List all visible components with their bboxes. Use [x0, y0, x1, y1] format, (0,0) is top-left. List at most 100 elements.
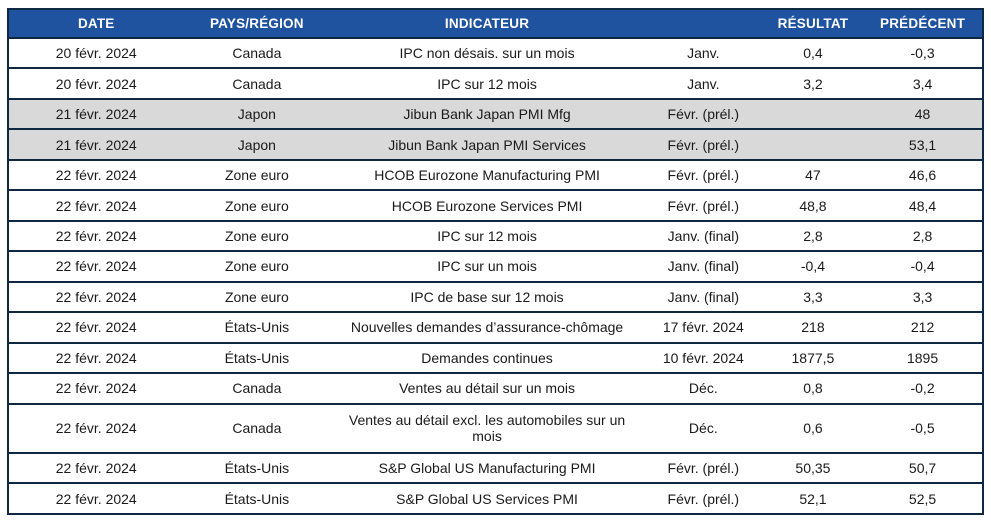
cell-previous: 53,1	[863, 128, 983, 160]
cell-region: Canada	[183, 372, 331, 404]
cell-indicator: S&P Global US Services PMI	[330, 482, 644, 514]
cell-date: 20 févr. 2024	[8, 67, 184, 99]
cell-region: États-Unis	[183, 482, 331, 514]
cell-period: 17 févr. 2024	[643, 311, 763, 343]
table-row: 22 févr. 2024 Canada Ventes au détail sur …	[8, 372, 983, 404]
cell-result: 3,2	[762, 67, 864, 99]
table-row: 21 févr. 2024 Japon Jibun Bank Japan PMI S…	[8, 128, 983, 160]
cell-period: Févr. (prél.)	[643, 189, 763, 221]
cell-region: Zone euro	[183, 219, 331, 252]
cell-period: 10 févr. 2024	[643, 341, 763, 374]
table-row: 22 févr. 2024 Canada Ventes au détail excl…	[8, 402, 983, 453]
cell-indicator: S&P Global US Manufacturing PMI	[330, 451, 644, 484]
cell-previous: 52,5	[863, 482, 983, 514]
cell-period: Févr. (prél.)	[643, 128, 763, 160]
cell-previous: -0,3	[863, 36, 983, 69]
cell-indicator: Jibun Bank Japan PMI Services	[330, 128, 644, 160]
cell-indicator: Ventes au détail excl. les automobiles s…	[330, 402, 644, 453]
table-row: 22 févr. 2024 États-Unis S&P Global US Man…	[8, 451, 983, 484]
cell-period: Févr. (prél.)	[643, 482, 763, 514]
cell-period: Janv.	[643, 67, 763, 99]
cell-indicator: IPC sur un mois	[330, 250, 644, 282]
cell-result: 0,4	[762, 36, 864, 69]
cell-period: Janv. (final)	[643, 219, 763, 252]
cell-date: 20 févr. 2024	[8, 36, 184, 69]
cell-indicator: HCOB Eurozone Manufacturing PMI	[330, 158, 644, 191]
cell-region: Canada	[183, 36, 331, 69]
cell-indicator: IPC sur 12 mois	[330, 67, 644, 99]
cell-result: 48,8	[762, 189, 864, 221]
cell-region: États-Unis	[183, 311, 331, 343]
cell-region: Canada	[183, 67, 331, 99]
cell-previous: 3,3	[863, 280, 983, 313]
cell-region: Japon	[183, 97, 331, 130]
cell-previous: -0,2	[863, 372, 983, 404]
cell-date: 22 févr. 2024	[8, 341, 184, 374]
cell-period: Janv. (final)	[643, 250, 763, 282]
cell-result: 47	[762, 158, 864, 191]
cell-indicator: IPC non désais. sur un mois	[330, 36, 644, 69]
cell-period: Févr. (prél.)	[643, 158, 763, 191]
cell-previous: 1895	[863, 341, 983, 374]
column-header-previous: PRÉDÉCENT	[863, 9, 983, 39]
cell-region: Canada	[183, 402, 331, 453]
cell-date: 22 févr. 2024	[8, 451, 184, 484]
cell-region: Zone euro	[183, 189, 331, 221]
cell-indicator: IPC sur 12 mois	[330, 219, 644, 252]
cell-date: 21 févr. 2024	[8, 97, 184, 130]
cell-region: Zone euro	[183, 250, 331, 282]
table-row: 22 févr. 2024 États-Unis Demandes continue…	[8, 341, 983, 374]
cell-previous: -0,4	[863, 250, 983, 282]
cell-indicator: Ventes au détail sur un mois	[330, 372, 644, 404]
header-row: DATE PAYS/RÉGION INDICATEUR RÉSULTAT PRÉDÉCE…	[8, 9, 983, 39]
cell-region: Japon	[183, 128, 331, 160]
table-row: 22 févr. 2024 Zone euro IPC sur 12 mois Jan…	[8, 219, 983, 252]
cell-period: Févr. (prél.)	[643, 97, 763, 130]
cell-period: Janv.	[643, 36, 763, 69]
cell-result	[762, 97, 864, 130]
cell-indicator: Demandes continues	[330, 341, 644, 374]
table-row: 22 févr. 2024 Zone euro HCOB Eurozone Manu…	[8, 158, 983, 191]
table-row: 20 févr. 2024 Canada IPC non désais. sur u…	[8, 36, 983, 69]
cell-region: Zone euro	[183, 280, 331, 313]
cell-indicator: HCOB Eurozone Services PMI	[330, 189, 644, 221]
economic-indicators-table: DATE PAYS/RÉGION INDICATEUR RÉSULTAT PRÉDÉCE…	[7, 8, 984, 515]
cell-result: 50,35	[762, 451, 864, 484]
cell-indicator: Jibun Bank Japan PMI Mfg	[330, 97, 644, 130]
cell-previous: 2,8	[863, 219, 983, 252]
cell-period: Déc.	[643, 402, 763, 453]
cell-result: 2,8	[762, 219, 864, 252]
cell-result: 52,1	[762, 482, 864, 514]
table-row: 21 févr. 2024 Japon Jibun Bank Japan PMI M…	[8, 97, 983, 130]
table-row: 20 févr. 2024 Canada IPC sur 12 mois Janv. 3…	[8, 67, 983, 99]
cell-date: 21 févr. 2024	[8, 128, 184, 160]
cell-result: 218	[762, 311, 864, 343]
cell-date: 22 févr. 2024	[8, 158, 184, 191]
column-header-region: PAYS/RÉGION	[183, 9, 331, 39]
cell-date: 22 févr. 2024	[8, 189, 184, 221]
cell-date: 22 févr. 2024	[8, 311, 184, 343]
cell-date: 22 févr. 2024	[8, 402, 184, 453]
cell-date: 22 févr. 2024	[8, 482, 184, 514]
table-body: 20 févr. 2024 Canada IPC non désais. sur u…	[8, 36, 983, 514]
cell-period: Janv. (final)	[643, 280, 763, 313]
column-header-date: DATE	[8, 9, 184, 39]
cell-previous: 50,7	[863, 451, 983, 484]
cell-previous: 46,6	[863, 158, 983, 191]
column-header-period	[643, 9, 763, 39]
table-row: 22 févr. 2024 Zone euro HCOB Eurozone Serv…	[8, 189, 983, 221]
cell-indicator: IPC de base sur 12 mois	[330, 280, 644, 313]
column-header-result: RÉSULTAT	[762, 9, 864, 39]
cell-result: 1877,5	[762, 341, 864, 374]
table-row: 22 févr. 2024 États-Unis Nouvelles demande…	[8, 311, 983, 343]
table-row: 22 févr. 2024 Zone euro IPC de base sur 12…	[8, 280, 983, 313]
table-header: DATE PAYS/RÉGION INDICATEUR RÉSULTAT PRÉDÉCE…	[8, 9, 983, 39]
cell-previous: 48	[863, 97, 983, 130]
cell-result: 0,8	[762, 372, 864, 404]
cell-result: 0,6	[762, 402, 864, 453]
cell-date: 22 févr. 2024	[8, 372, 184, 404]
cell-region: États-Unis	[183, 451, 331, 484]
cell-previous: 3,4	[863, 67, 983, 99]
cell-region: Zone euro	[183, 158, 331, 191]
